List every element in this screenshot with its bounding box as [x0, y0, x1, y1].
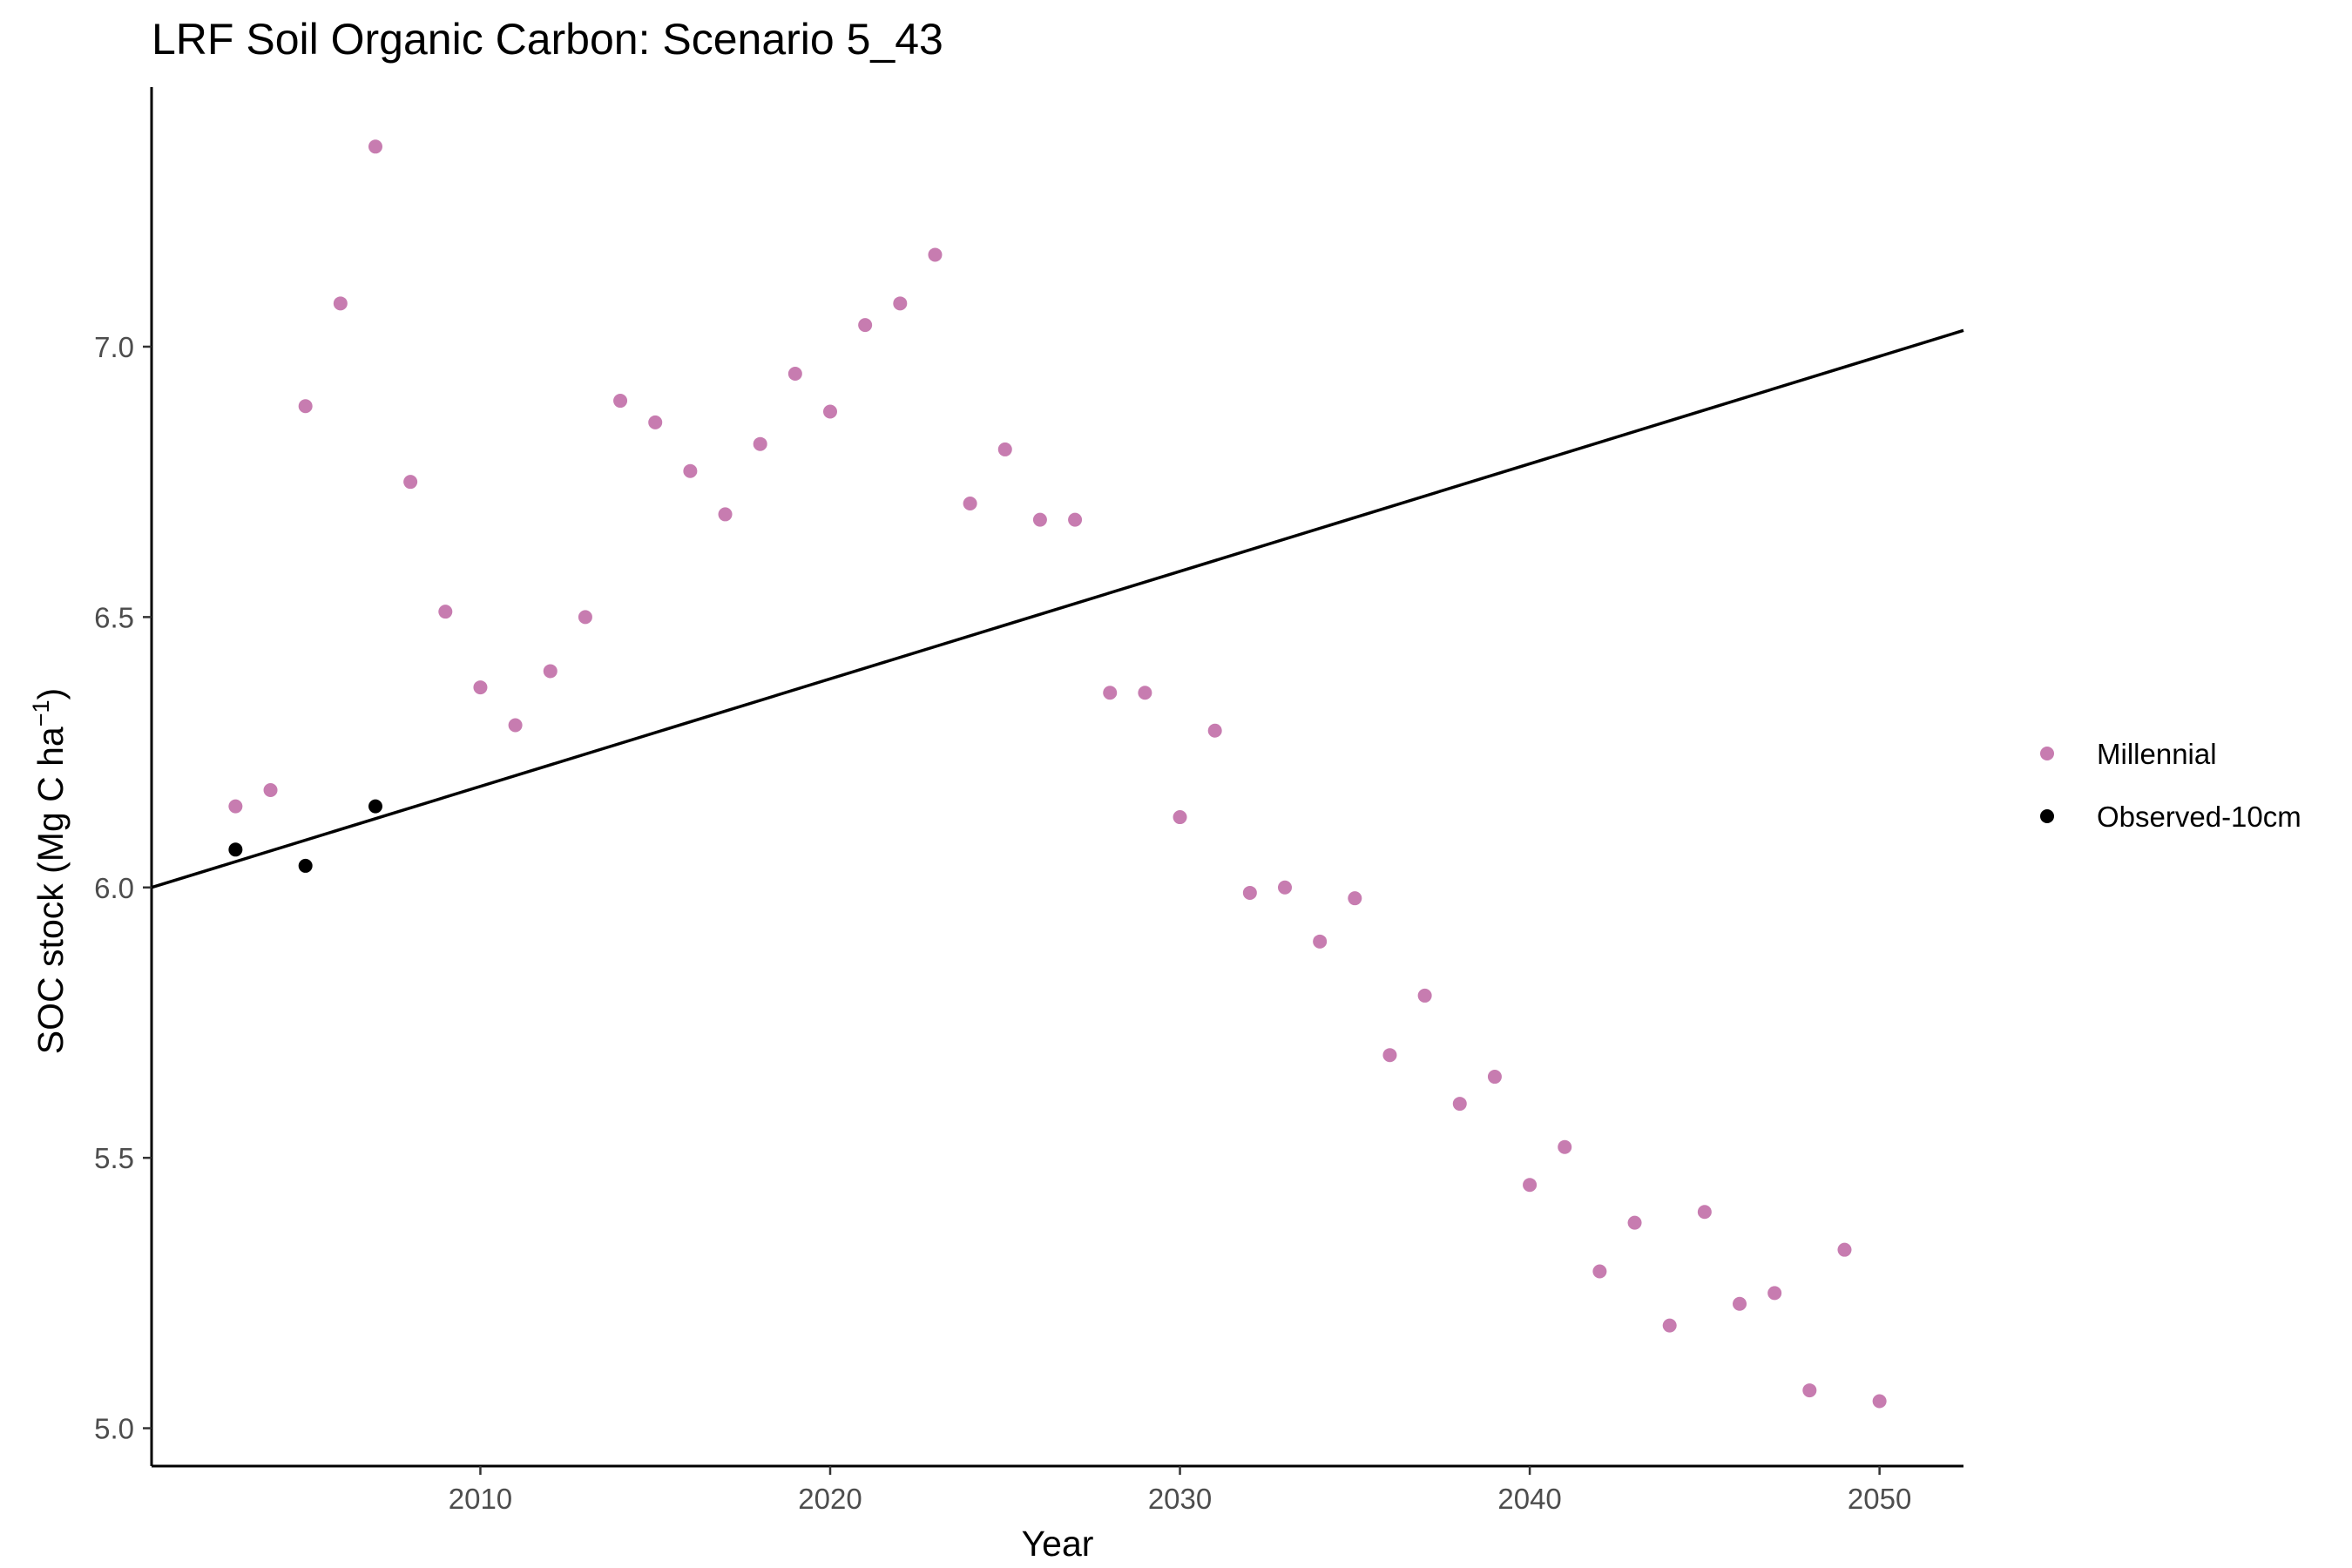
- y-tick-label: 5.0: [94, 1413, 134, 1445]
- chart-title: LRF Soil Organic Carbon: Scenario 5_43: [152, 15, 943, 64]
- observed-10cm-point: [298, 858, 313, 873]
- millennial-point: [1733, 1296, 1747, 1311]
- millennial-point: [298, 399, 313, 414]
- millennial-point: [928, 247, 943, 262]
- y-tick-label: 6.0: [94, 872, 134, 904]
- y-tick-label: 5.5: [94, 1142, 134, 1174]
- millennial-point: [1313, 934, 1328, 949]
- legend-label-observed-10cm: Observed-10cm: [2097, 801, 2301, 833]
- millennial-point: [1348, 891, 1362, 906]
- plot-area: [151, 139, 1964, 1409]
- y-axis-title-main: SOC stock (Mg C ha: [30, 727, 71, 1054]
- y-axis-title-close: ): [30, 688, 71, 700]
- millennial-point: [1802, 1383, 1817, 1398]
- millennial-point: [1173, 810, 1187, 825]
- millennial-point: [613, 394, 628, 409]
- millennial-point: [683, 463, 698, 478]
- millennial-point: [1382, 1048, 1397, 1063]
- millennial-point: [753, 436, 767, 451]
- millennial-point: [1662, 1318, 1677, 1333]
- millennial-point: [893, 296, 908, 311]
- y-axis-title-superscript: −1: [28, 700, 54, 727]
- millennial-point: [228, 799, 243, 814]
- millennial-point: [1032, 512, 1047, 527]
- y-tick-label: 6.5: [94, 601, 134, 633]
- millennial-point: [1697, 1205, 1712, 1220]
- millennial-point: [1872, 1394, 1887, 1409]
- x-tick-label: 2010: [449, 1483, 512, 1515]
- millennial-point: [1627, 1215, 1642, 1230]
- x-axis-title: Year: [1022, 1524, 1094, 1564]
- millennial-point: [368, 139, 382, 154]
- millennial-point: [1592, 1264, 1607, 1279]
- millennial-point: [787, 367, 802, 382]
- millennial-point: [1523, 1178, 1538, 1193]
- series-observed-10cm: [228, 799, 382, 873]
- x-axis-ticks: 2010 2020 2030 2040 2050: [449, 1466, 1911, 1515]
- millennial-point: [1767, 1286, 1782, 1301]
- legend-key-millennial: [2040, 747, 2054, 760]
- millennial-point: [1068, 512, 1083, 527]
- legend-key-observed-10cm: [2040, 809, 2054, 823]
- millennial-point: [1452, 1097, 1467, 1112]
- millennial-point: [578, 610, 592, 625]
- millennial-point: [333, 296, 348, 311]
- millennial-point: [543, 664, 558, 679]
- millennial-point: [1837, 1242, 1852, 1257]
- millennial-point: [1138, 686, 1152, 700]
- trend-line: [151, 328, 1964, 889]
- y-axis-ticks: 5.0 5.5 6.0 6.5 7.0: [94, 331, 152, 1445]
- millennial-point: [1558, 1139, 1572, 1154]
- millennial-point: [1207, 723, 1222, 738]
- millennial-point: [997, 442, 1012, 456]
- millennial-point: [1487, 1070, 1502, 1085]
- millennial-point: [718, 507, 733, 522]
- x-tick-label: 2050: [1848, 1483, 1911, 1515]
- millennial-point: [822, 404, 837, 419]
- millennial-point: [1278, 880, 1293, 895]
- legend: Millennial Observed-10cm: [2040, 738, 2301, 833]
- millennial-point: [1417, 988, 1432, 1003]
- millennial-point: [508, 718, 523, 733]
- observed-10cm-point: [228, 842, 243, 857]
- series-millennial: [228, 139, 1887, 1409]
- millennial-point: [438, 605, 453, 619]
- legend-label-millennial: Millennial: [2097, 738, 2217, 770]
- millennial-point: [263, 783, 278, 798]
- millennial-point: [1103, 686, 1118, 700]
- millennial-point: [1242, 885, 1257, 900]
- y-axis-title: SOC stock (Mg C ha−1): [28, 688, 71, 1054]
- x-tick-label: 2030: [1148, 1483, 1212, 1515]
- millennial-point: [963, 497, 977, 511]
- y-tick-label: 7.0: [94, 331, 134, 363]
- millennial-point: [858, 318, 873, 333]
- millennial-point: [403, 475, 418, 490]
- millennial-point: [648, 415, 663, 429]
- x-tick-label: 2040: [1497, 1483, 1561, 1515]
- observed-10cm-point: [368, 799, 382, 814]
- x-tick-label: 2020: [798, 1483, 862, 1515]
- millennial-point: [473, 680, 488, 695]
